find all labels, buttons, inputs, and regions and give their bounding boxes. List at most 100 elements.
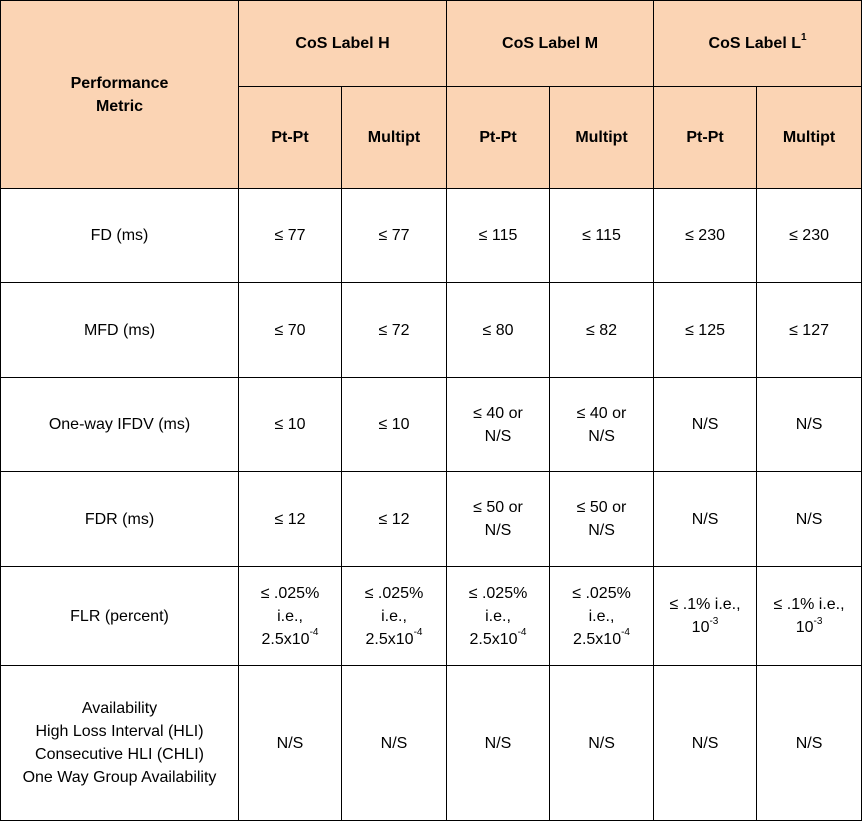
- cell: ≤ 125: [653, 282, 758, 378]
- m-multipt-header: Multipt: [549, 86, 655, 189]
- cell-line3: 2.5x10-4: [243, 628, 337, 651]
- cell: N/S: [756, 471, 863, 567]
- cell: ≤ .1% i.e., 10-3: [756, 566, 863, 666]
- cell: ≤ .025% i.e., 2.5x10-4: [549, 566, 655, 666]
- cell: ≤ 10: [340, 377, 448, 472]
- cell-line1: ≤ .1% i.e.,: [773, 596, 845, 613]
- cell: ≤ 230: [756, 188, 863, 283]
- header-row-2: Pt-Pt Multipt Pt-Pt Multipt Pt-Pt Multip…: [1, 86, 863, 189]
- table-row-fd: FD (ms) ≤ 77 ≤ 77 ≤ 115 ≤ 115 ≤ 230 ≤ 23…: [0, 188, 863, 283]
- table-row-flr: FLR (percent) ≤ .025% i.e., 2.5x10-4 ≤ .…: [0, 566, 863, 666]
- cell: ≤ 12: [340, 471, 448, 567]
- cell-line2: i.e.,: [277, 607, 303, 625]
- metric-header: Performance Metric: [0, 0, 239, 189]
- cos-m-header: CoS Label M: [446, 0, 655, 87]
- cell-line2: i.e.,: [485, 607, 511, 625]
- row-label: Availability High Loss Interval (HLI) Co…: [0, 665, 239, 821]
- h-pt-pt-header: Pt-Pt: [238, 86, 342, 189]
- h-multipt-header: Multipt: [340, 86, 448, 189]
- row-label-line3: Consecutive HLI (CHLI): [35, 746, 204, 763]
- row-label: FLR (percent): [0, 566, 239, 666]
- cell-line1: ≤ .025%: [468, 584, 528, 602]
- cell: ≤ 77: [340, 188, 448, 283]
- cell: N/S: [653, 377, 758, 472]
- cell: ≤ .025% i.e., 2.5x10-4: [238, 566, 342, 666]
- cell: ≤ 115: [549, 188, 655, 283]
- cell-exponent: -3: [709, 615, 719, 627]
- cell-base: 2.5x10: [365, 630, 414, 648]
- header-row-1: Performance Metric CoS Label H CoS Label…: [0, 0, 863, 189]
- table-row-ifdv: One-way IFDV (ms) ≤ 10 ≤ 10 ≤ 40 or N/S …: [0, 377, 863, 472]
- cos-h-header: CoS Label H: [237, 0, 448, 87]
- cell: ≤ .1% i.e., 10-3: [653, 566, 758, 666]
- cell-line2: i.e.,: [381, 607, 407, 625]
- row-label-line2: High Loss Interval (HLI): [35, 723, 204, 740]
- cell-base: 10: [691, 619, 710, 636]
- cell: ≤ 50 or N/S: [549, 471, 655, 567]
- cell: ≤ 80: [446, 282, 551, 378]
- cell: ≤ 70: [238, 282, 342, 378]
- cell: ≤ 40 or N/S: [446, 377, 551, 472]
- cell: ≤ .025% i.e., 2.5x10-4: [340, 566, 448, 666]
- cell: N/S: [446, 665, 551, 821]
- cell-base: 2.5x10: [469, 630, 518, 648]
- cell: N/S: [549, 665, 655, 821]
- cell-line3: 2.5x10-4: [346, 628, 442, 651]
- cell-base: 2.5x10: [573, 630, 622, 648]
- cell-line2: i.e.,: [588, 607, 615, 625]
- cell: ≤ 10: [238, 377, 342, 472]
- cell: ≤ 77: [238, 188, 342, 283]
- row-label-line4: One Way Group Availability: [22, 769, 217, 786]
- cell-line2: N/S: [588, 522, 615, 539]
- cell-exponent: -3: [813, 615, 823, 627]
- l-multipt-header: Multipt: [756, 86, 863, 189]
- cos-l-label: CoS Label L: [708, 35, 801, 52]
- cell-line1: ≤ .025%: [572, 584, 631, 602]
- cell: N/S: [238, 665, 342, 821]
- cell-exponent: -4: [517, 627, 527, 639]
- metric-header-line1: Performance: [70, 74, 169, 92]
- cell-line1: ≤ 40 or: [473, 404, 523, 422]
- cell-exponent: -4: [309, 627, 319, 639]
- cell: N/S: [340, 665, 448, 821]
- cell: N/S: [756, 377, 863, 472]
- row-label: FDR (ms): [0, 471, 239, 567]
- row-label: One-way IFDV (ms): [0, 377, 239, 472]
- cell: N/S: [756, 665, 863, 821]
- row-label: MFD (ms): [0, 282, 239, 378]
- cell: ≤ 72: [340, 282, 448, 378]
- cell: N/S: [653, 665, 758, 821]
- cell-line1: ≤ .1% i.e.,: [669, 596, 741, 613]
- cell-line3: 2.5x10-4: [451, 628, 545, 651]
- table-row-mfd: MFD (ms) ≤ 70 ≤ 72 ≤ 80 ≤ 82 ≤ 125 ≤ 127: [0, 282, 863, 378]
- cell-line1: ≤ 50 or: [576, 499, 627, 516]
- cos-l-header: CoS Label L1: [653, 0, 863, 87]
- l-pt-pt-header: Pt-Pt: [653, 86, 758, 189]
- cell-exponent: -4: [621, 627, 630, 639]
- cell: ≤ 12: [238, 471, 342, 567]
- cell-line2: N/S: [588, 427, 615, 445]
- cell-line2: N/S: [484, 522, 512, 539]
- table-row-availability: Availability High Loss Interval (HLI) Co…: [0, 665, 863, 821]
- cell: ≤ 127: [756, 282, 863, 378]
- cos-l-footnote: 1: [800, 31, 807, 43]
- m-pt-pt-header: Pt-Pt: [446, 86, 551, 189]
- cell-line1: ≤ 50 or: [473, 499, 523, 516]
- cell: ≤ 40 or N/S: [549, 377, 655, 472]
- cell-exponent: -4: [413, 627, 423, 639]
- cell: ≤ 230: [653, 188, 758, 283]
- cell-base: 10: [795, 619, 814, 636]
- metric-header-line2: Metric: [95, 97, 144, 115]
- cell-line1: ≤ .025%: [260, 584, 320, 602]
- cell-line2: 10-3: [761, 616, 857, 639]
- cell-base: 2.5x10: [261, 630, 310, 648]
- cell: ≤ 50 or N/S: [446, 471, 551, 567]
- row-label-line1: Availability: [81, 700, 158, 717]
- cell: N/S: [653, 471, 758, 567]
- table-row-fdr: FDR (ms) ≤ 12 ≤ 12 ≤ 50 or N/S ≤ 50 or N…: [0, 471, 863, 567]
- cell: ≤ .025% i.e., 2.5x10-4: [446, 566, 551, 666]
- cell-line1: ≤ .025%: [364, 584, 424, 602]
- cell-line2: 10-3: [658, 616, 752, 639]
- cell-line2: N/S: [484, 427, 512, 445]
